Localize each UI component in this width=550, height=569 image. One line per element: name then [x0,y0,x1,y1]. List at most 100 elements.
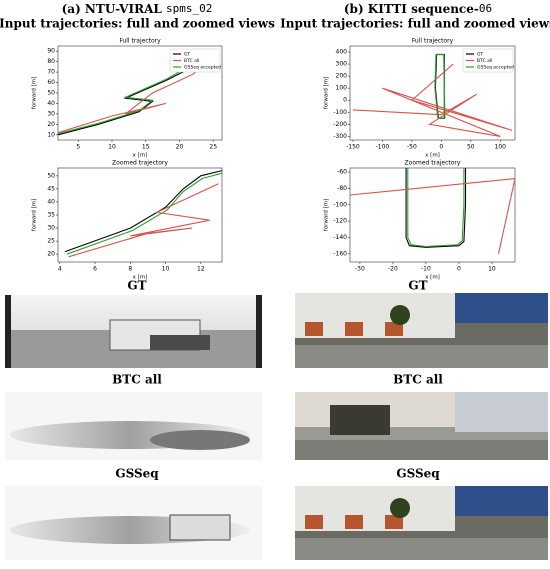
x-tick-label: 20 [176,144,184,151]
x-axis-label: x [m] [133,153,148,159]
y-axis-label: forward [m] [324,199,330,231]
image [5,295,262,368]
image-label: GT [408,279,427,293]
y-tick-label: 45 [47,185,55,192]
x-tick-label: 15 [142,144,150,151]
trajectory-line [58,66,194,136]
panel-title: (b) KITTI sequence-06 [344,2,492,16]
image [5,392,262,460]
chart-title: Full trajectory [412,38,454,45]
x-tick-label: 8 [128,266,132,273]
y-tick-label: 20 [47,251,55,258]
y-tick-label: 70 [47,69,55,76]
plot-lines [58,61,207,136]
plot-lines [352,53,513,137]
x-tick-label: -50 [407,144,417,151]
trajectory-line [58,67,187,135]
panel-title: (a) NTU-VIRAL spms_02 [62,2,213,16]
legend-box [462,48,514,73]
legend-label: GSSeq accepted [184,65,221,71]
x-tick-label: 100 [495,144,507,151]
y-tick-label: -300 [333,133,347,140]
y-tick-label: -100 [333,201,347,208]
x-tick-label: 25 [209,144,217,151]
plot-lines [64,170,222,258]
trajectory-line [407,168,465,248]
x-tick-label: 10 [488,266,496,273]
y-tick-label: 30 [47,225,55,232]
panel-subtitle: Input trajectories: full and zoomed view… [0,17,275,31]
y-tick-label: 25 [47,238,55,245]
x-tick-label: -10 [421,266,431,273]
image [5,486,262,560]
y-tick-label: 20 [47,121,55,128]
image-label: BTC all [112,373,162,387]
y-tick-label: 50 [47,90,55,97]
trajectory-line [350,178,515,254]
plot-lines [350,168,515,254]
y-tick-label: -140 [333,234,347,241]
x-tick-label: 50 [467,144,475,151]
legend-box [169,48,221,73]
panel-subtitle: Input trajectories: full and zoomed view… [280,17,550,31]
x-tick-label: 5 [76,144,80,151]
y-tick-label: 35 [47,212,55,219]
legend-label: GT [477,52,483,58]
x-tick-label: 12 [197,266,205,273]
x-axis-label: x [m] [133,275,148,281]
x-axis-label: x [m] [425,275,440,281]
trajectory-line [68,183,219,258]
image [295,486,548,560]
chart-title: Zoomed trajectory [112,160,168,167]
trajectory-line [58,61,207,134]
y-tick-label: 50 [47,172,55,179]
x-tick-label: 10 [108,144,116,151]
x-tick-label: -100 [376,144,390,151]
y-tick-label: 300 [336,61,348,68]
image-label: BTC all [393,373,443,387]
y-tick-label: 90 [47,48,55,55]
x-tick-label: 6 [93,266,97,273]
y-tick-label: -160 [333,250,347,257]
legend-label: GSSeq accepted [477,65,514,71]
x-tick-label: 0 [457,266,461,273]
y-tick-label: -80 [337,185,347,192]
legend-label: BTC all [184,58,199,64]
y-tick-label: 40 [47,198,55,205]
y-tick-label: 60 [47,79,55,86]
y-tick-label: -200 [333,121,347,128]
y-tick-label: -100 [333,109,347,116]
y-tick-label: 10 [47,131,55,138]
y-tick-label: 40 [47,100,55,107]
x-tick-label: -150 [346,144,360,151]
x-tick-label: -30 [355,266,365,273]
y-tick-label: 100 [336,85,348,92]
trajectory-line [405,168,467,248]
legend-label: BTC all [477,58,492,64]
y-tick-label: 200 [336,73,348,80]
y-tick-label: -120 [333,218,347,225]
plot-area [349,167,516,263]
y-tick-label: 400 [336,49,348,56]
chart-title: Full trajectory [119,38,161,45]
x-tick-label: -20 [388,266,398,273]
trajectory-line [434,54,446,119]
image [295,392,548,460]
y-axis-label: forward [m] [32,199,38,231]
image-label: GT [127,279,146,293]
x-axis-label: x [m] [425,153,440,159]
x-tick-label: 0 [439,144,443,151]
y-tick-label: -60 [337,169,347,176]
image-label: GSSeq [396,467,440,481]
y-tick-label: 80 [47,58,55,65]
x-tick-label: 4 [58,266,62,273]
y-axis-label: forward [m] [32,77,38,109]
image-label: GSSeq [115,467,159,481]
trajectory-line [66,172,222,255]
image [295,293,548,368]
x-tick-label: 10 [162,266,170,273]
legend-label: GT [184,52,190,58]
y-tick-label: 30 [47,110,55,117]
